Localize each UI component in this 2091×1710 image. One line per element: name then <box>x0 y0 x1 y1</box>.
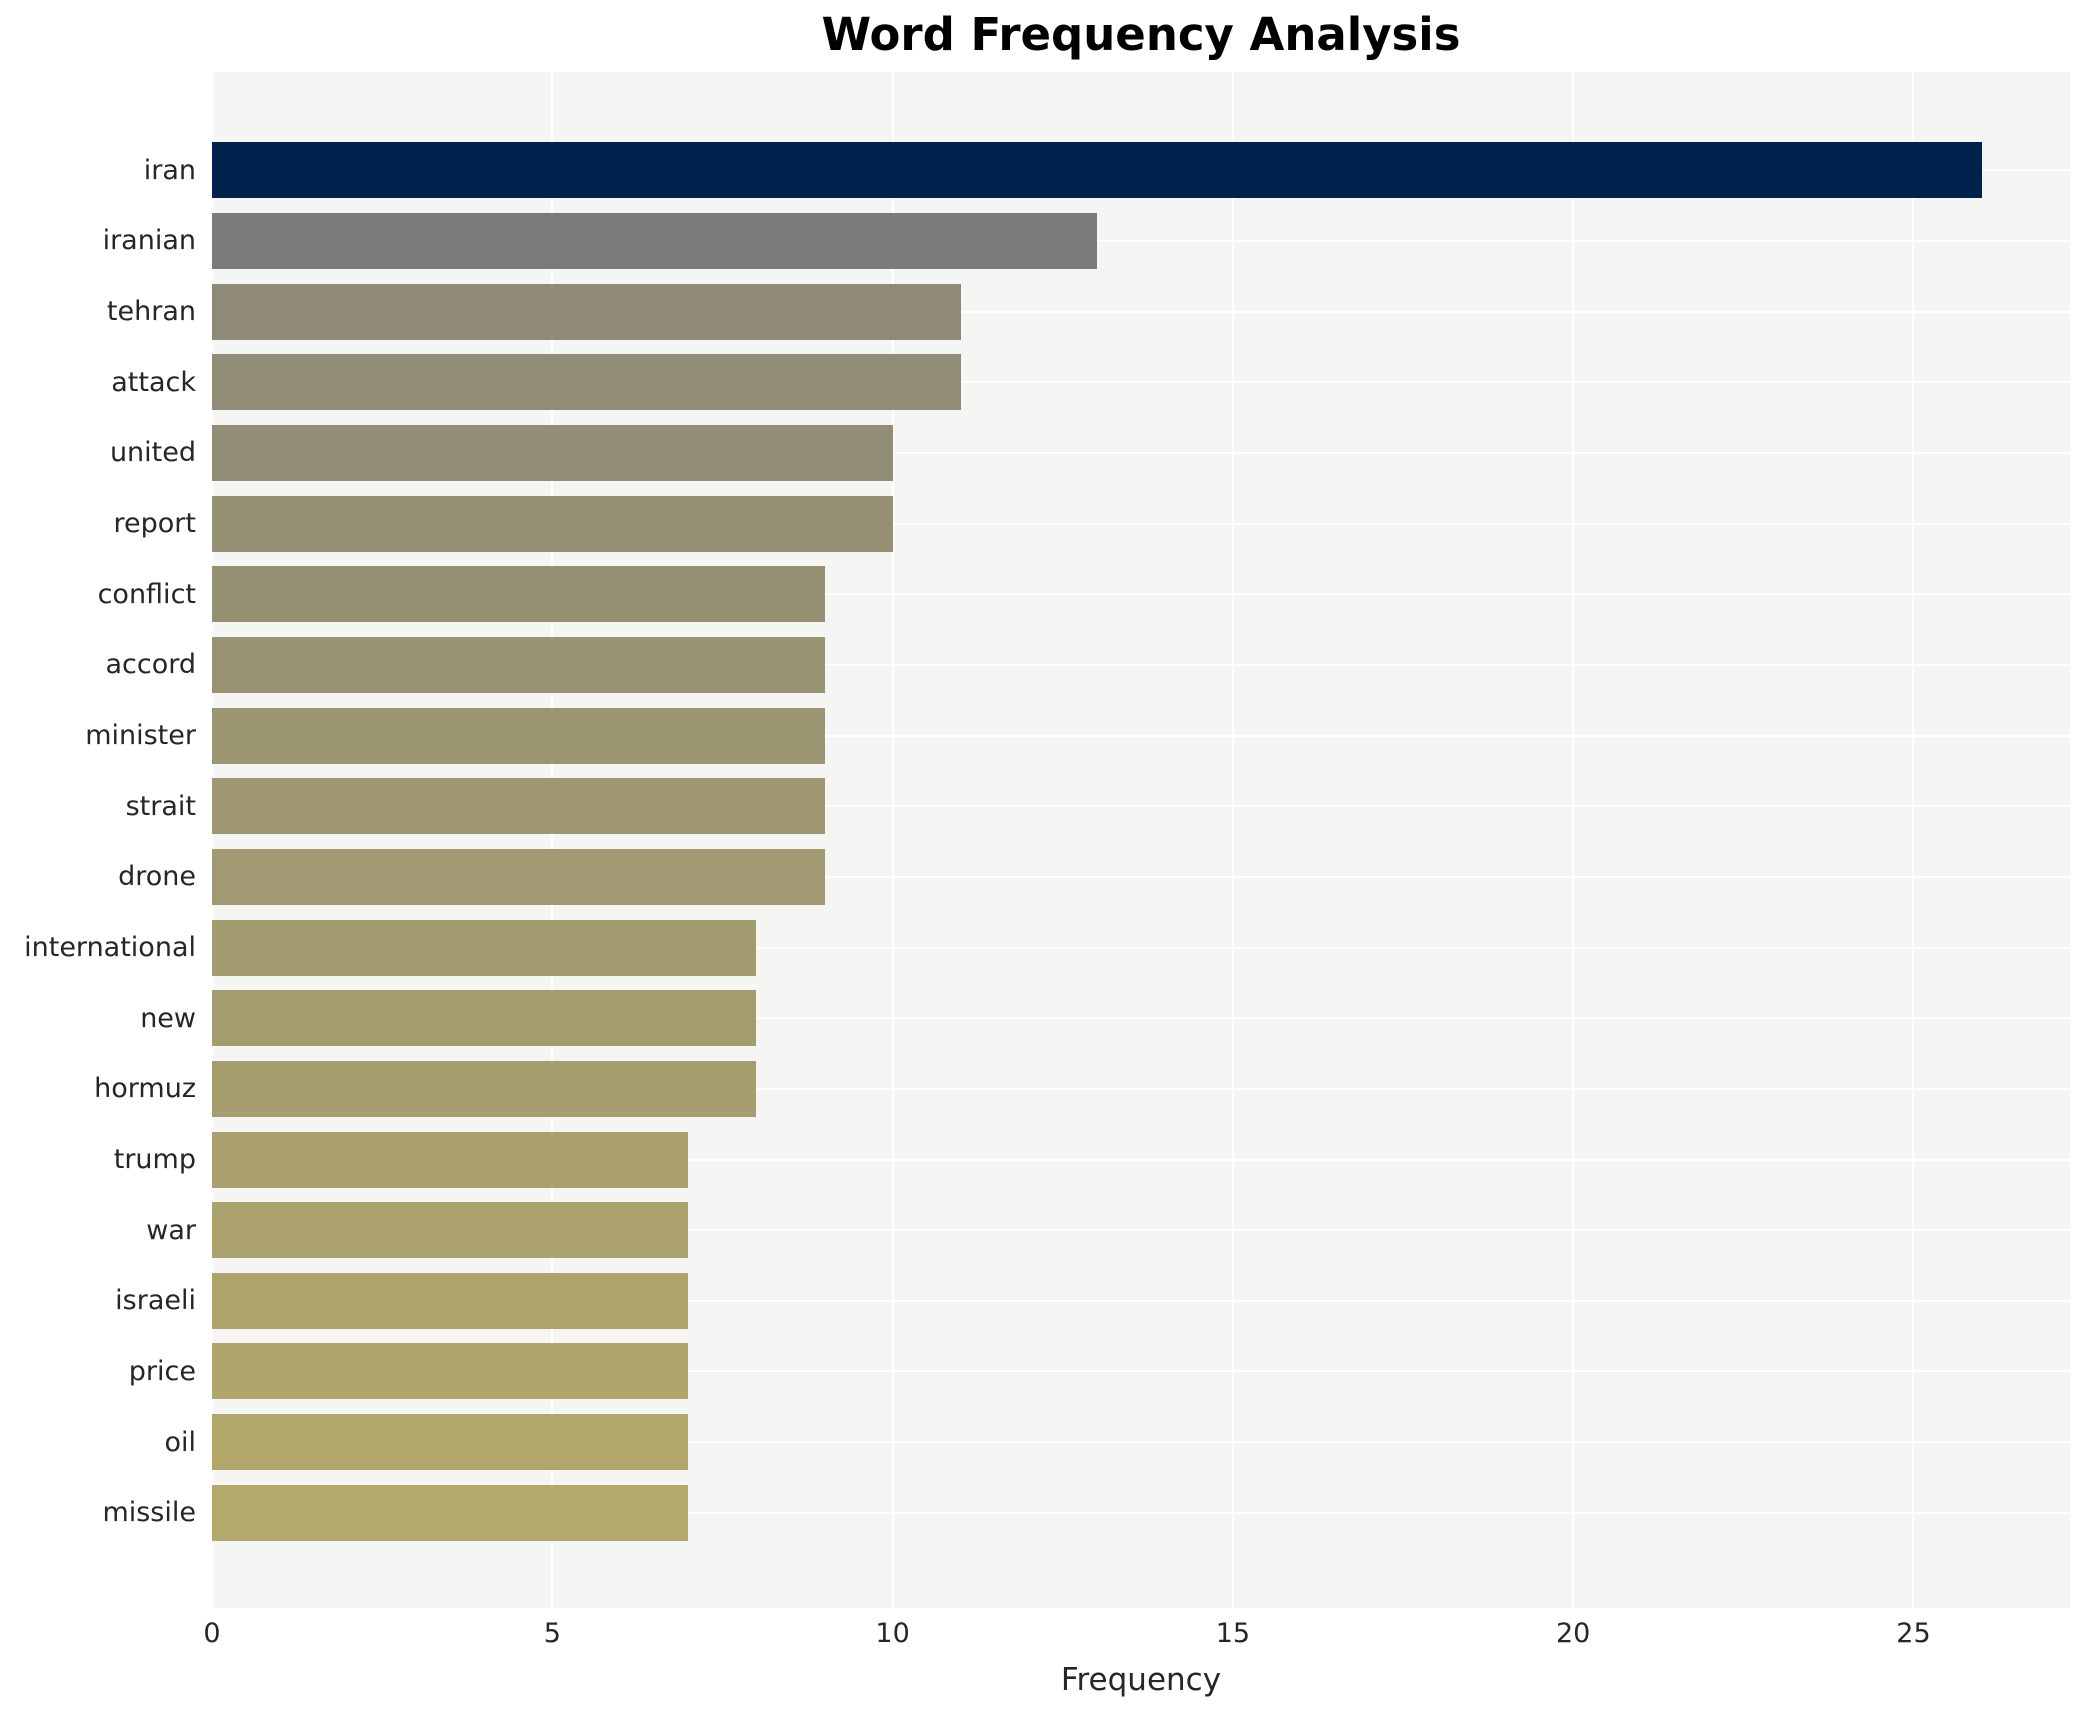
frequency-bar <box>212 495 893 552</box>
frequency-bar <box>212 1131 689 1188</box>
frequency-bar <box>212 212 1097 269</box>
frequency-bar <box>212 990 757 1047</box>
x-tick-label: 10 <box>875 1618 910 1649</box>
frequency-bar <box>212 919 757 976</box>
bar-row: missile <box>102 1477 2070 1548</box>
frequency-bar <box>212 636 825 693</box>
frequency-bar <box>212 1060 757 1117</box>
frequency-bar <box>212 283 961 340</box>
horizontal-gridline <box>212 1511 2070 1514</box>
category-label: iran <box>143 154 196 186</box>
horizontal-gridline <box>212 451 2070 454</box>
horizontal-gridline <box>212 1087 2070 1090</box>
horizontal-gridline <box>212 593 2070 596</box>
x-tick-label: 15 <box>1215 1618 1251 1649</box>
chart-title: Word Frequency Analysis <box>821 8 1461 61</box>
horizontal-gridline <box>212 1441 2070 1444</box>
horizontal-gridline <box>212 946 2070 949</box>
x-tick-label: 5 <box>543 1618 561 1649</box>
bar-row: united <box>110 418 2070 489</box>
bar-row: price <box>129 1336 2070 1407</box>
vertical-gridline <box>211 72 213 1608</box>
category-label: iranian <box>102 225 196 257</box>
bar-row: iranian <box>103 206 2070 277</box>
bar-row: drone <box>118 842 2070 913</box>
frequency-bar <box>212 707 825 764</box>
category-label: israeli <box>115 1285 196 1317</box>
vertical-gridline <box>551 72 554 1608</box>
frequency-bar <box>212 1202 689 1259</box>
horizontal-gridline <box>212 239 2070 242</box>
horizontal-gridline <box>212 734 2070 737</box>
category-label: price <box>128 1355 196 1387</box>
horizontal-gridline <box>212 381 2070 384</box>
bar-row: war <box>146 1195 2070 1266</box>
x-axis-label: Frequency <box>1060 1662 1222 1698</box>
category-label: missile <box>102 1497 196 1529</box>
vertical-gridline <box>1231 72 1234 1608</box>
bar-row: iran <box>144 135 2070 206</box>
category-label: oil <box>164 1426 196 1458</box>
bar-row: new <box>140 983 2070 1054</box>
bar-row: oil <box>164 1407 2070 1478</box>
category-label: accord <box>105 649 196 681</box>
frequency-bar <box>212 1272 689 1329</box>
frequency-bar <box>212 778 825 835</box>
category-label: drone <box>118 861 196 893</box>
vertical-gridline <box>1912 72 1915 1608</box>
category-label: minister <box>85 720 196 752</box>
frequency-bar <box>212 1343 689 1400</box>
bar-row: attack <box>111 347 2070 418</box>
horizontal-gridline <box>212 310 2070 313</box>
x-tick-label: 25 <box>1896 1618 1931 1649</box>
category-label: new <box>140 1002 196 1034</box>
category-label: conflict <box>97 578 196 610</box>
bar-rows: iran iranian tehran attack united report confl… <box>24 135 2070 1548</box>
frequency-bar <box>212 1414 689 1471</box>
frequency-bar <box>212 142 1982 199</box>
frequency-bar <box>212 848 825 905</box>
bar-row: conflict <box>98 559 2070 630</box>
category-label: united <box>109 437 196 469</box>
bar-row: israeli <box>115 1266 2070 1337</box>
x-tick-label: 20 <box>1555 1618 1591 1649</box>
horizontal-gridline <box>212 1229 2070 1232</box>
horizontal-gridline <box>212 663 2070 666</box>
horizontal-gridline <box>212 875 2070 878</box>
frequency-bar <box>212 424 893 481</box>
bar-row: international <box>24 912 2070 983</box>
bar-row: strait <box>126 771 2070 842</box>
bar-row: accord <box>105 630 2070 701</box>
horizontal-gridline <box>212 1017 2070 1020</box>
category-label: attack <box>111 366 196 398</box>
category-label: war <box>146 1214 196 1246</box>
category-label: strait <box>125 790 196 822</box>
bar-row: tehran <box>107 276 2070 347</box>
bar-row: trump <box>114 1124 2070 1195</box>
frequency-bar <box>212 354 961 411</box>
bar-row: minister <box>85 700 2070 771</box>
horizontal-gridline <box>212 1370 2070 1373</box>
frequency-bar <box>212 1484 689 1541</box>
plot-area: iran iranian tehran attack united report confl… <box>24 72 2070 1608</box>
x-axis-ticks: 0 5 10 15 20 25 <box>203 1618 2070 1652</box>
bar-row: hormuz <box>94 1054 2070 1125</box>
category-label: international <box>24 932 196 964</box>
category-label: report <box>113 508 196 540</box>
category-label: trump <box>113 1144 196 1176</box>
vertical-gridline <box>1572 72 1575 1608</box>
horizontal-gridline <box>212 522 2070 525</box>
bar-row: report <box>114 488 2070 559</box>
frequency-bar <box>212 566 825 623</box>
x-tick-label: 0 <box>203 1618 221 1649</box>
horizontal-gridline <box>212 805 2070 808</box>
category-label: tehran <box>106 296 196 328</box>
category-label: hormuz <box>94 1073 196 1105</box>
vertical-gridline <box>891 72 894 1608</box>
horizontal-gridline <box>212 1158 2070 1161</box>
horizontal-gridline <box>212 1299 2070 1302</box>
